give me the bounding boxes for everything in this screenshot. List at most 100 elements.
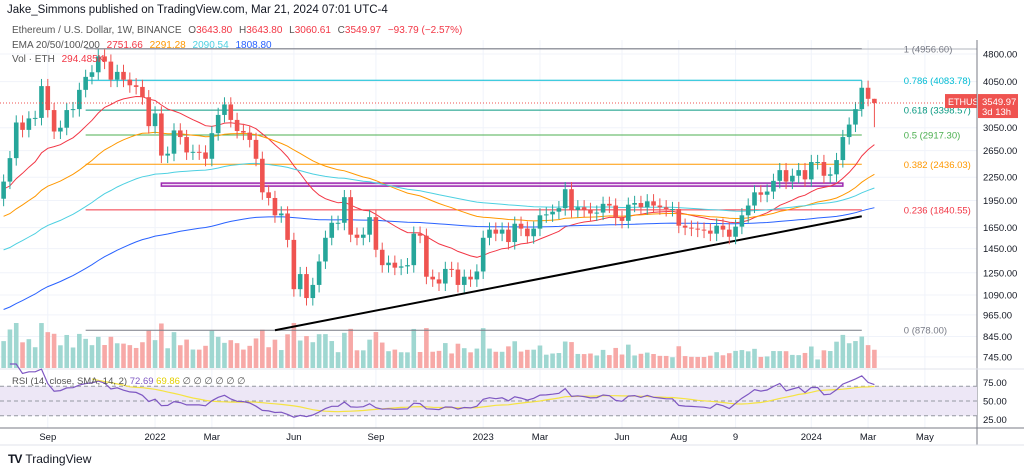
volume-bar xyxy=(7,329,13,368)
candle-body xyxy=(809,162,814,180)
candle xyxy=(840,129,846,168)
candle xyxy=(285,206,290,248)
change-value: −93.79 (−2.57%) xyxy=(387,25,463,36)
volume-bar xyxy=(708,355,713,368)
candle-body xyxy=(525,228,530,237)
candle-body xyxy=(354,234,360,238)
candle xyxy=(745,198,751,223)
candle xyxy=(512,216,518,250)
volume-bar xyxy=(644,352,650,368)
candle xyxy=(266,185,271,206)
volume-bar xyxy=(695,356,701,368)
volume-bar xyxy=(152,340,158,368)
rsi-tick-label: 25.00 xyxy=(983,415,1007,426)
high-label: H xyxy=(239,25,247,36)
volume-bar xyxy=(278,350,284,368)
candle xyxy=(260,151,265,200)
candle-body xyxy=(758,192,764,195)
tradingview-logo-icon[interactable]: TV xyxy=(8,452,22,466)
candle xyxy=(178,123,183,145)
volume-bar xyxy=(89,345,95,368)
volume-bar xyxy=(323,334,328,368)
candle-body xyxy=(663,207,669,210)
candle xyxy=(644,194,650,215)
price-tick-label: 2250.00 xyxy=(983,173,1017,184)
candle-body xyxy=(708,230,713,234)
price-chart[interactable]: 1 (4956.60) 0.786 (4083.78) 0.618 (3398.57… xyxy=(0,0,1024,450)
volume-bar xyxy=(234,343,240,368)
ema-label[interactable]: EMA 20/50/100/200 xyxy=(12,39,100,51)
rsi-legend: RSI (14, close, SMA, 14, 2) 72.69 69.86 … xyxy=(12,376,245,387)
candle xyxy=(411,226,417,273)
fib-level-label: 0.382 (2436.03) xyxy=(904,160,971,171)
volume-bar xyxy=(600,349,606,368)
candle xyxy=(7,150,13,190)
candle-body xyxy=(398,266,404,268)
candle xyxy=(739,208,745,235)
candle-body xyxy=(512,223,518,243)
candle xyxy=(310,277,316,306)
candle xyxy=(39,78,44,126)
volume-bar xyxy=(594,355,600,368)
candle-body xyxy=(234,119,240,131)
rsi-label[interactable]: RSI (14, close, SMA, 14, 2) xyxy=(12,376,130,387)
candle-body xyxy=(531,228,536,237)
support-rectangle xyxy=(160,182,844,187)
candle xyxy=(171,123,177,162)
candle xyxy=(676,201,682,234)
volume-bar xyxy=(430,351,435,368)
volume-label[interactable]: Vol · ETH xyxy=(12,54,55,65)
price-tick-label: 2650.00 xyxy=(983,146,1017,157)
candle xyxy=(581,200,587,218)
candle xyxy=(752,185,757,214)
volume-bar xyxy=(114,343,120,368)
volume-bar xyxy=(51,333,57,368)
candle-body xyxy=(461,276,467,285)
candle xyxy=(64,102,70,136)
volume-bar xyxy=(853,341,858,368)
candle xyxy=(865,80,871,107)
volume-bar xyxy=(260,329,265,368)
candle-body xyxy=(720,225,726,230)
candle-body xyxy=(95,56,101,73)
fib-level-label: 0.618 (3398.57) xyxy=(904,106,971,117)
candle xyxy=(405,257,410,274)
candle-body xyxy=(594,212,600,214)
candle xyxy=(140,79,145,105)
candle xyxy=(367,209,372,243)
fib-level-label: 0.5 (2917.30) xyxy=(904,130,961,141)
candle-body xyxy=(77,89,82,110)
volume-bar xyxy=(827,351,833,368)
candle-body xyxy=(190,151,196,153)
candle xyxy=(537,208,543,237)
volume-bar xyxy=(272,339,278,368)
volume-bar xyxy=(461,348,467,368)
volume-bar xyxy=(379,342,385,368)
candle xyxy=(771,173,776,200)
price-tick-label: 965.00 xyxy=(983,310,1012,321)
volume-bar xyxy=(222,342,227,368)
volume-bar xyxy=(733,350,738,368)
candle-body xyxy=(360,234,366,238)
volume-bar xyxy=(241,349,246,368)
candle xyxy=(241,123,246,141)
candle-body xyxy=(436,279,442,284)
symbol-tag xyxy=(945,94,977,109)
candle xyxy=(323,230,328,269)
volume-bar xyxy=(518,351,524,368)
candle-body xyxy=(64,110,70,128)
candle xyxy=(790,168,795,190)
candle-body xyxy=(815,162,820,164)
volume-bar xyxy=(26,339,32,368)
candle-body xyxy=(108,61,114,80)
volume-bar xyxy=(512,341,518,368)
candle xyxy=(304,266,309,306)
volume-bar xyxy=(619,354,625,368)
symbol-title[interactable]: Ethereum / U.S. Dollar, 1W, BINANCE xyxy=(12,25,182,36)
volume-bar xyxy=(638,353,644,368)
fib-level-label: 0.236 (1840.55) xyxy=(904,205,971,216)
volume-bar xyxy=(165,348,170,368)
candle xyxy=(493,222,499,242)
candle-body xyxy=(20,122,25,130)
volume-bar xyxy=(32,347,38,368)
